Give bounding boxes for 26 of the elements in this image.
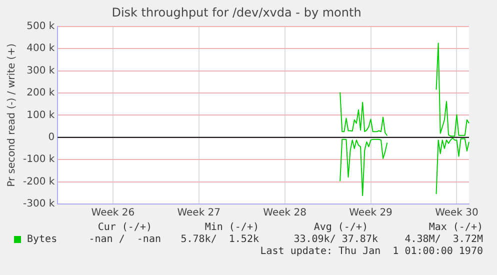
x-tick-label: Week 30 [435, 208, 478, 219]
y-tick-label: -300 k [22, 198, 55, 210]
y-tick-label: 300 k [26, 65, 55, 76]
x-tick-label: Week 28 [263, 208, 306, 219]
text: 33.09k/ 37.87k [294, 234, 378, 246]
y-tick-label: 0 [48, 132, 55, 143]
x-tick-label: Week 29 [349, 208, 392, 219]
y-tick-label: 200 k [26, 88, 55, 99]
x-tick-label: Week 27 [177, 208, 221, 219]
y-axis-title: Pr second read (-) / write (+) [6, 43, 18, 187]
text: 5.78k/ 1.52k [180, 234, 259, 246]
text: Cur (-/+) [98, 222, 152, 234]
y-tick-label: 500 k [26, 20, 55, 32]
chart-title: Disk throughput for /dev/xvda - by month [112, 5, 362, 20]
text: Avg (-/+) [314, 222, 368, 234]
text: Max (-/+) [428, 222, 483, 234]
y-tick-label: 100 k [26, 110, 55, 121]
text: Min (-/+) [204, 222, 259, 234]
text: Last update: Thu Jan 1 01:00:00 1970 [260, 246, 483, 258]
legend-label: Bytes [27, 234, 58, 245]
y-tick-label: -100 k [22, 154, 55, 166]
text: -nan / -nan [88, 234, 161, 246]
text: 4.38M/ 3.72M [404, 234, 483, 246]
x-tick-label: Week 26 [91, 208, 135, 219]
y-tick-label: -200 k [22, 176, 55, 188]
y-tick-label: 400 k [26, 43, 55, 54]
